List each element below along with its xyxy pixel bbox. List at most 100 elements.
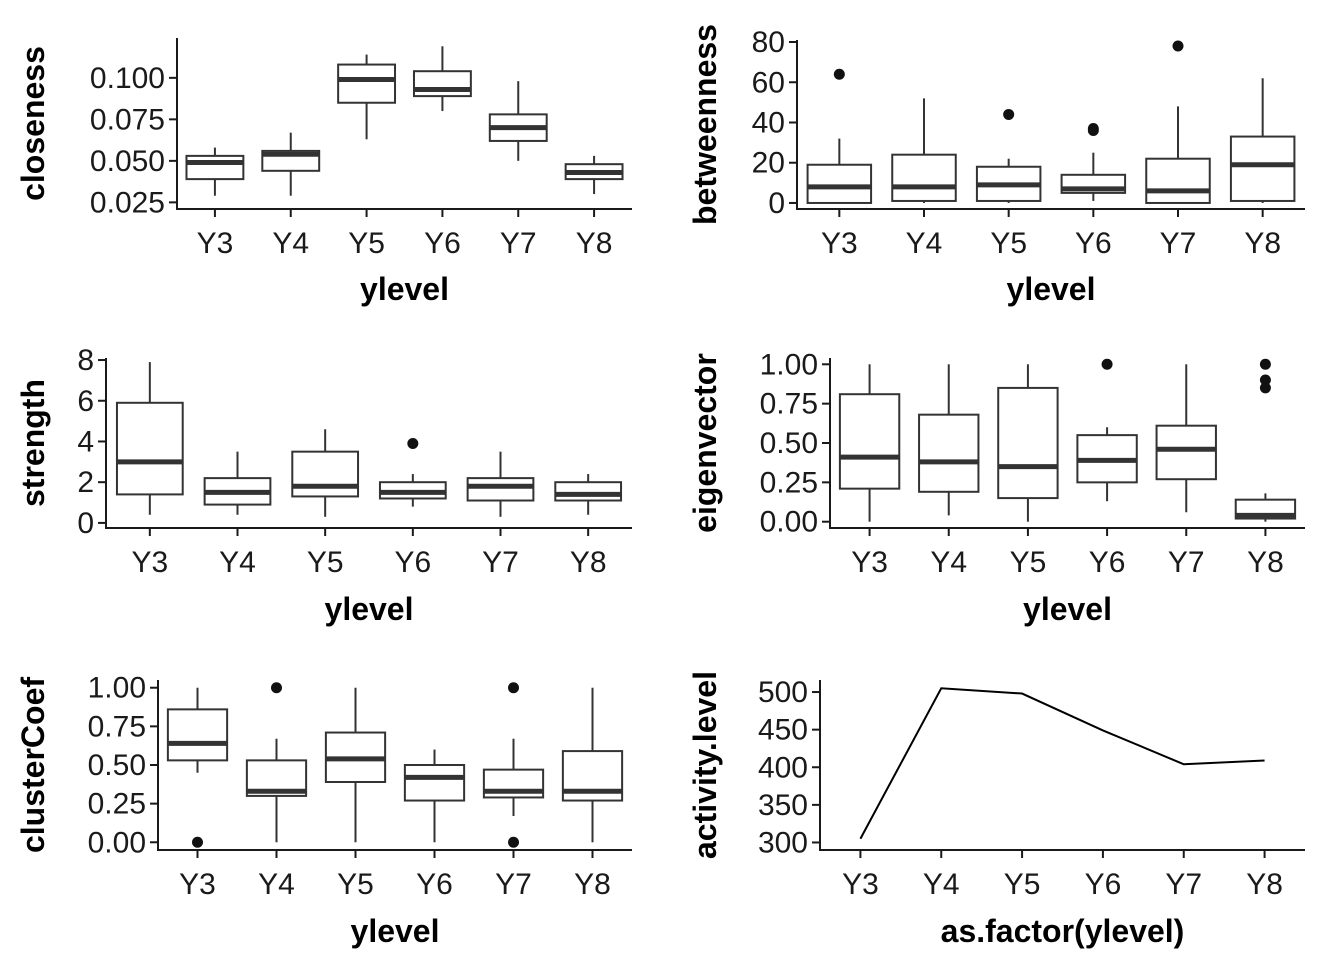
box-Y7 [488,81,548,161]
y-tick-label: 6 [77,385,94,418]
y-tick-label: 20 [752,147,785,180]
box-Y8 [554,474,623,515]
x-axis-label: ylevel [325,591,414,627]
box-Y5 [997,364,1059,522]
box-Y7 [482,682,545,848]
x-tick-label: Y5 [348,227,385,260]
panel-eigenvector: 0.00 0.25 0.50 0.75 1.00 Y3 Y4 Y5 Y6 Y7 Y8 ylevel ei… [687,348,1305,627]
y-axis-label: eigenvector [687,353,723,533]
box-Y8 [1234,358,1297,522]
y-tick-label: 0.25 [760,466,818,499]
outlier-point [833,68,845,80]
box-iqr [554,481,623,502]
box-iqr [838,393,901,490]
outlier-point [1259,374,1271,386]
box-Y8 [564,155,624,195]
outlier-point [407,438,419,450]
y-tick-label: 0.100 [90,62,165,95]
y-tick-label: 0.25 [88,788,146,821]
outlier-point [1087,123,1099,135]
x-tick-label: Y8 [1247,546,1284,579]
box-iqr [891,153,957,202]
x-tick-label: Y4 [258,868,295,901]
y-tick-label: 0 [77,507,94,540]
x-tick-label: Y5 [307,546,344,579]
y-tick-label: 0 [768,187,785,220]
x-axis-label: ylevel [1023,591,1112,627]
box-iqr [337,63,397,104]
box-Y6 [378,438,447,507]
x-tick-label: Y4 [930,546,967,579]
y-tick-label: 40 [752,106,785,139]
y-tick-label: 1.00 [760,348,818,381]
x-tick-label: Y8 [1244,227,1281,260]
box-Y4 [203,451,272,515]
outlier-point [1259,382,1271,394]
box-Y3 [166,687,229,848]
box-Y7 [1145,40,1211,204]
box-Y6 [403,749,466,843]
panel-clusterCoef: 0.00 0.25 0.50 0.75 1.00 Y3 Y4 Y5 Y6 Y7 Y8 ylevel cl… [15,672,632,949]
box-Y5 [324,687,387,843]
x-axis-label: ylevel [360,271,449,307]
box-iqr [115,401,184,496]
box-Y4 [918,364,980,516]
box-iqr [1155,424,1217,481]
y-tick-label: 0.025 [90,186,165,219]
x-tick-label: Y5 [1004,868,1041,901]
box-Y7 [466,451,535,517]
x-tick-label: Y4 [272,227,309,260]
box-Y6 [412,46,472,112]
y-tick-label: 300 [758,826,808,859]
x-tick-label: Y3 [197,227,234,260]
box-iqr [166,708,229,762]
y-tick-label: 0.50 [88,749,146,782]
x-tick-label: Y8 [1246,868,1283,901]
outlier-point [192,836,203,848]
x-tick-label: Y6 [424,227,461,260]
y-tick-label: 0.75 [760,388,818,421]
x-tick-label: Y7 [1168,546,1205,579]
x-tick-label: Y3 [851,546,888,579]
x-tick-label: Y4 [923,868,960,901]
y-tick-label: 60 [752,66,785,99]
box-Y6 [1060,123,1127,201]
y-tick-label: 4 [77,425,94,458]
box-iqr [997,386,1059,500]
box-iqr [1145,157,1211,204]
box-Y4 [261,132,321,196]
x-tick-label: Y5 [337,868,374,901]
outlier-point [1259,358,1271,370]
y-tick-label: 80 [752,26,785,59]
y-tick-label: 0.050 [90,145,165,178]
activity-line [859,687,1265,840]
box-Y4 [245,682,308,843]
y-axis-label: clusterCoef [15,677,51,853]
y-tick-label: 0.00 [760,506,818,539]
box-iqr [412,70,472,98]
panel-betweenness: 0 20 40 60 80 Y3 Y4 Y5 Y6 Y7 Y8 ylevel betweenness [687,24,1305,307]
outlier-point [508,836,519,848]
x-tick-label: Y8 [576,227,613,260]
box-Y7 [1155,364,1217,513]
y-tick-label: 400 [758,751,808,784]
y-tick-label: 8 [77,344,94,377]
box-Y3 [185,147,245,196]
x-tick-label: Y6 [1075,227,1112,260]
box-Y8 [1229,78,1296,203]
outlier-point [1003,108,1015,120]
x-tick-label: Y6 [416,868,453,901]
x-tick-label: Y7 [482,546,519,579]
y-tick-label: 0.75 [88,710,146,743]
y-axis-label: closeness [15,46,51,201]
y-tick-label: 500 [758,676,808,709]
box-Y5 [975,108,1042,203]
x-tick-label: Y3 [842,868,879,901]
box-iqr [466,477,535,502]
outlier-point [1172,40,1184,52]
x-axis-label: as.factor(ylevel) [941,913,1185,949]
panel-strength: 0 2 4 6 8 Y3 Y4 Y5 Y6 Y7 Y8 ylevel strength [15,344,632,627]
x-tick-label: Y3 [821,227,858,260]
y-tick-label: 0.00 [88,826,146,859]
